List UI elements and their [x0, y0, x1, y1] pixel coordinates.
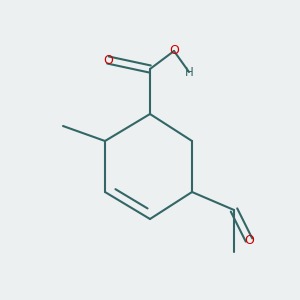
Text: O: O — [103, 53, 113, 67]
Text: O: O — [244, 233, 254, 247]
Text: O: O — [169, 44, 179, 58]
Text: H: H — [184, 65, 194, 79]
